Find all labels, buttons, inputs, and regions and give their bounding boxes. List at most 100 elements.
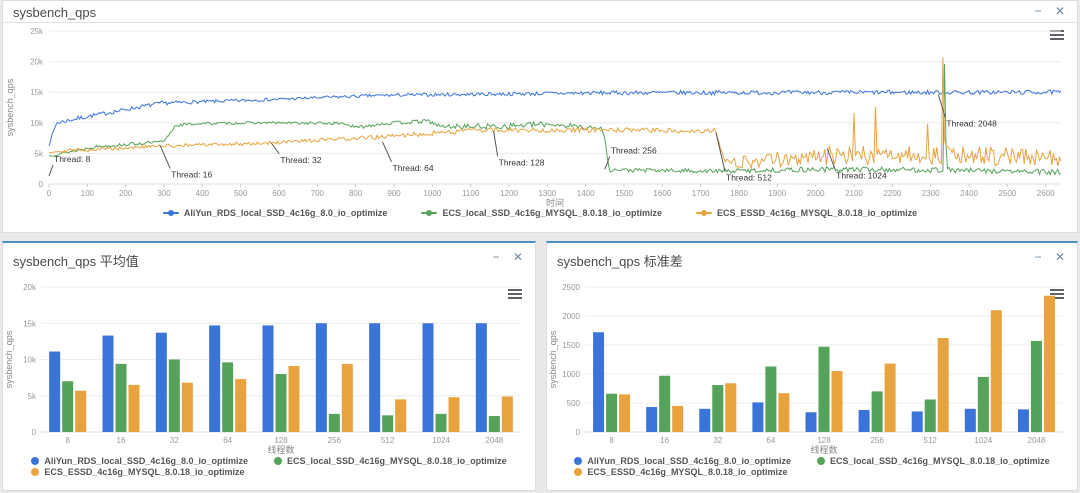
svg-text:0: 0 — [39, 180, 44, 189]
close-icon[interactable]: ✕ — [512, 250, 524, 264]
svg-text:1600: 1600 — [653, 189, 671, 198]
legend-item-green[interactable]: ECS_local_SSD_4c16g_MYSQL_8.0.18_io_opti… — [421, 208, 662, 218]
legend-item-orange[interactable]: ECS_ESSD_4c16g_MYSQL_8.0.18_io_optimize — [31, 467, 248, 477]
series-line-orange — [48, 57, 1062, 170]
svg-text:2200: 2200 — [883, 189, 901, 198]
bar-green-8 — [606, 393, 618, 432]
panel-header: sysbench_qps 标准差 − ✕ — [547, 243, 1077, 269]
svg-text:2048: 2048 — [485, 436, 503, 445]
bar-green-512 — [924, 399, 936, 432]
legend-marker-orange — [574, 468, 583, 476]
close-icon[interactable]: ✕ — [1054, 250, 1066, 264]
svg-text:8: 8 — [609, 436, 614, 445]
panel-sysbench-qps-stddev: sysbench_qps 标准差 − ✕ 0 500 1000 1500 2000 250… — [546, 241, 1078, 491]
legend-item-green[interactable]: ECS_local_SSD_4c16g_MYSQL_8.0.18_io_opti… — [816, 456, 1050, 466]
panel-header: sysbench_qps 平均值 − ✕ — [3, 243, 535, 269]
legend-marker-green — [421, 210, 438, 216]
minimize-icon[interactable]: − — [1034, 250, 1042, 264]
bar-green-16 — [115, 363, 127, 432]
legend-item-blue[interactable]: AliYun_RDS_local_SSD_4c16g_8.0_io_optimi… — [574, 456, 791, 466]
svg-text:Thread: 1024: Thread: 1024 — [836, 171, 887, 181]
legend-label: AliYun_RDS_local_SSD_4c16g_8.0_io_optimi… — [183, 208, 388, 218]
svg-text:2048: 2048 — [1028, 436, 1046, 445]
bar-orange-8 — [619, 394, 631, 432]
svg-text:时间: 时间 — [546, 197, 564, 207]
svg-text:Thread: 64: Thread: 64 — [393, 163, 434, 173]
legend-label: ECS_local_SSD_4c16g_MYSQL_8.0.18_io_opti… — [829, 456, 1050, 466]
legend-marker-orange — [31, 468, 40, 476]
svg-text:Thread: 128: Thread: 128 — [499, 157, 545, 167]
svg-text:800: 800 — [349, 189, 363, 198]
svg-text:sysbench_qps: sysbench_qps — [5, 78, 15, 136]
legend-marker-blue — [574, 457, 583, 465]
svg-text:1500: 1500 — [615, 189, 633, 198]
bar-blue-16 — [646, 407, 658, 432]
chart-menu-icon[interactable] — [508, 289, 522, 301]
bar-orange-32 — [725, 383, 737, 432]
bar-orange-16 — [128, 384, 140, 432]
minimize-icon[interactable]: − — [492, 250, 500, 264]
svg-text:2400: 2400 — [960, 189, 978, 198]
svg-text:32: 32 — [170, 436, 179, 445]
svg-text:1200: 1200 — [500, 189, 518, 198]
svg-text:900: 900 — [387, 189, 401, 198]
bar-green-1024 — [977, 376, 989, 432]
legend-item-green[interactable]: ECS_local_SSD_4c16g_MYSQL_8.0.18_io_opti… — [273, 456, 507, 466]
svg-text:1300: 1300 — [538, 189, 556, 198]
svg-text:512: 512 — [381, 436, 395, 445]
svg-text:400: 400 — [196, 189, 210, 198]
legend-marker-blue — [31, 457, 40, 465]
bar-blue-1024 — [964, 408, 976, 432]
bar-blue-2048 — [475, 323, 487, 432]
line-chart-legend: AliYun_RDS_local_SSD_4c16g_8.0_io_optimi… — [3, 208, 1077, 218]
svg-text:500: 500 — [567, 399, 581, 408]
legend-label: AliYun_RDS_local_SSD_4c16g_8.0_io_optimi… — [44, 456, 248, 466]
minimize-icon[interactable]: − — [1034, 4, 1042, 18]
legend-label: ECS_ESSD_4c16g_MYSQL_8.0.18_io_optimize — [587, 467, 788, 477]
close-icon[interactable]: ✕ — [1054, 4, 1066, 18]
bar-blue-2048 — [1017, 409, 1029, 432]
bar-green-64 — [222, 362, 234, 432]
legend-item-blue[interactable]: AliYun_RDS_local_SSD_4c16g_8.0_io_optimi… — [31, 456, 248, 466]
line-chart[interactable]: 0 5k 10k 15k 20k 25k 0 100 200 300 400 500 600 700 800… — [3, 23, 1079, 207]
legend-label: AliYun_RDS_local_SSD_4c16g_8.0_io_optimi… — [587, 456, 791, 466]
bar-blue-32 — [155, 332, 167, 432]
svg-text:1900: 1900 — [768, 189, 786, 198]
svg-text:sysbench_qps: sysbench_qps — [548, 330, 558, 388]
svg-text:500: 500 — [234, 189, 248, 198]
bar-blue-512 — [369, 323, 381, 432]
stddev-bar-chart[interactable]: 0 500 1000 1500 2000 2500 8 16 32 64 128 256 512 1024… — [547, 269, 1079, 457]
bar-green-128 — [275, 374, 287, 432]
svg-text:2000: 2000 — [807, 189, 825, 198]
bar-orange-16 — [672, 405, 684, 432]
svg-text:100: 100 — [81, 189, 95, 198]
svg-text:1800: 1800 — [730, 189, 748, 198]
legend-item-orange[interactable]: ECS_ESSD_4c16g_MYSQL_8.0.18_io_optimize — [574, 467, 791, 477]
bar-orange-512 — [395, 399, 407, 432]
legend-item-blue[interactable]: AliYun_RDS_local_SSD_4c16g_8.0_io_optimi… — [162, 208, 388, 218]
bar-green-8 — [62, 381, 74, 432]
panel-header: sysbench_qps − ✕ — [3, 1, 1077, 23]
svg-text:128: 128 — [274, 436, 288, 445]
svg-text:0: 0 — [576, 428, 581, 437]
bar-green-2048 — [1030, 340, 1042, 432]
bar-blue-32 — [699, 408, 711, 432]
legend-item-orange[interactable]: ECS_ESSD_4c16g_MYSQL_8.0.18_io_optimize — [696, 208, 917, 218]
bar-orange-2048 — [501, 396, 513, 432]
svg-text:300: 300 — [157, 189, 171, 198]
bar-orange-64 — [235, 379, 247, 432]
legend-marker-blue — [162, 210, 179, 216]
svg-text:1500: 1500 — [562, 341, 580, 350]
bar-orange-256 — [884, 363, 896, 432]
bar-orange-1024 — [448, 397, 460, 432]
bar-orange-128 — [288, 366, 300, 432]
svg-text:5k: 5k — [28, 392, 37, 401]
bar-green-1024 — [435, 413, 447, 432]
svg-text:1024: 1024 — [974, 436, 992, 445]
bar-blue-16 — [102, 335, 114, 432]
average-bar-chart[interactable]: 0 5k 10k 15k 20k 8 16 32 64 128 256 512 1024 2048 线程数 s… — [3, 269, 537, 457]
chart-menu-icon[interactable] — [1050, 289, 1064, 301]
svg-text:线程数: 线程数 — [267, 444, 294, 455]
bar-green-16 — [659, 375, 671, 432]
svg-text:256: 256 — [870, 436, 884, 445]
